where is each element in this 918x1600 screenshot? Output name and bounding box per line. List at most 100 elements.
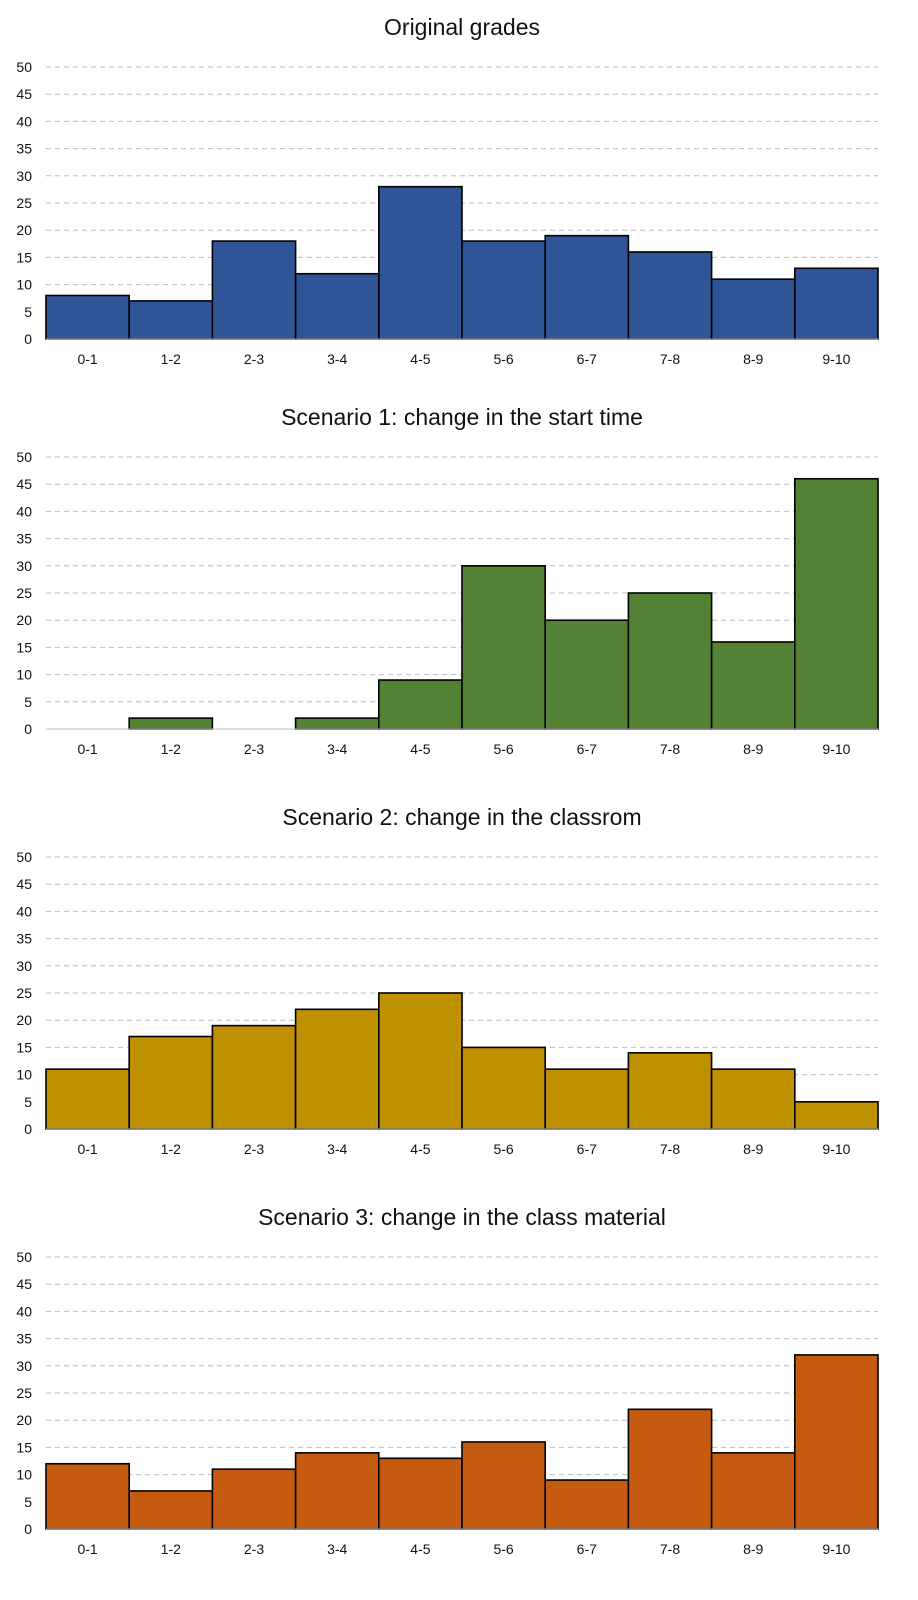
chart-panel-4: Scenario 3: change in the class material…: [0, 1190, 918, 1590]
y-tick-label: 45: [16, 1276, 32, 1292]
bar-7-8: [627, 592, 713, 730]
y-tick-label: 50: [16, 449, 32, 465]
bar-9-10: [793, 267, 879, 340]
y-tick-label: 35: [16, 1331, 32, 1347]
y-tick-label: 15: [16, 639, 32, 655]
bar-1-2: [128, 1490, 214, 1530]
x-tick-label: 6-7: [577, 1541, 597, 1557]
y-tick-label: 45: [16, 876, 32, 892]
x-tick-label: 1-2: [161, 351, 181, 367]
x-tick-label: 8-9: [743, 1541, 763, 1557]
bar-8-9: [710, 1068, 796, 1130]
y-tick-label: 10: [16, 1467, 32, 1483]
bar-5-6: [461, 1046, 546, 1130]
bar-3-4: [294, 717, 380, 730]
x-tick-label: 0-1: [77, 351, 97, 367]
y-tick-label: 50: [16, 59, 32, 75]
bar-1-2: [128, 300, 214, 340]
x-tick-label: 3-4: [327, 1541, 347, 1557]
x-tick-label: 5-6: [493, 1541, 513, 1557]
y-tick-label: 25: [16, 1385, 32, 1401]
y-tick-label: 35: [16, 141, 32, 157]
x-tick-label: 2-3: [244, 351, 264, 367]
y-tick-label: 25: [16, 985, 32, 1001]
x-tick-label: 9-10: [822, 1141, 850, 1157]
x-tick-label: 0-1: [77, 1141, 97, 1157]
bar-8-9: [710, 1452, 796, 1530]
x-tick-label: 2-3: [244, 1541, 264, 1557]
y-tick-label: 40: [16, 903, 32, 919]
bar-5-6: [461, 240, 546, 340]
x-tick-label: 1-2: [161, 1141, 181, 1157]
chart-svg: Scenario 2: change in the classrom 0 5 10 15…: [16, 804, 879, 1157]
x-tick-label: 8-9: [743, 1141, 763, 1157]
bar-6-7: [544, 1068, 630, 1130]
bar-9-10: [793, 1100, 879, 1130]
x-tick-label: 4-5: [410, 1141, 430, 1157]
y-tick-label: 35: [16, 931, 32, 947]
y-tick-label: 30: [16, 168, 32, 184]
bar-6-7: [544, 234, 630, 340]
chart-panel-2: Scenario 1: change in the start time 0 5 10…: [0, 390, 918, 790]
y-tick-label: 20: [16, 1412, 32, 1428]
bar-2-3: [211, 240, 297, 340]
bar-4-5: [377, 992, 463, 1130]
x-tick-label: 2-3: [244, 1141, 264, 1157]
y-tick-label: 35: [16, 531, 32, 547]
y-tick-label: 5: [24, 1094, 32, 1110]
bar-3-4: [294, 272, 380, 340]
bar-5-6: [461, 1441, 546, 1530]
y-tick-label: 0: [24, 1121, 32, 1137]
y-tick-label: 20: [16, 222, 32, 238]
x-tick-label: 7-8: [660, 351, 680, 367]
bar-4-5: [377, 1457, 463, 1530]
bar-7-8: [627, 1052, 713, 1130]
bar-1-2: [128, 717, 214, 730]
x-tick-label: 9-10: [822, 1541, 850, 1557]
chart-svg: Scenario 3: change in the class material…: [16, 1204, 879, 1557]
y-tick-label: 30: [16, 1358, 32, 1374]
bar-0-1: [45, 294, 130, 340]
bar-5-6: [461, 565, 546, 730]
y-tick-label: 0: [24, 331, 32, 347]
y-tick-label: 25: [16, 585, 32, 601]
chart-title: Original grades: [384, 14, 540, 40]
bar-7-8: [627, 1408, 713, 1530]
chart-svg: Scenario 1: change in the start time 0 5 10…: [16, 404, 879, 757]
bar-3-4: [294, 1452, 380, 1530]
y-tick-label: 15: [16, 1439, 32, 1455]
x-tick-label: 6-7: [577, 351, 597, 367]
x-tick-label: 1-2: [161, 741, 181, 757]
x-tick-label: 7-8: [660, 741, 680, 757]
chart-title: Scenario 1: change in the start time: [281, 404, 643, 430]
x-tick-label: 4-5: [410, 351, 430, 367]
y-tick-label: 10: [16, 1067, 32, 1083]
x-tick-label: 2-3: [244, 741, 264, 757]
chart-title: Scenario 3: change in the class material: [258, 1204, 666, 1230]
y-tick-label: 40: [16, 113, 32, 129]
y-tick-label: 5: [24, 1494, 32, 1510]
bar-2-3: [211, 1468, 297, 1530]
y-tick-label: 20: [16, 1012, 32, 1028]
bar-9-10: [793, 477, 879, 730]
bar-3-4: [294, 1008, 380, 1130]
bar-4-5: [377, 679, 463, 730]
x-tick-label: 6-7: [577, 1141, 597, 1157]
y-tick-label: 50: [16, 1249, 32, 1265]
y-tick-label: 20: [16, 612, 32, 628]
chart-panel-1: Original grades 0 5 10 15 20 25 30 35 40 45 50 0-1 1-…: [0, 0, 918, 400]
chart-panel-3: Scenario 2: change in the classrom 0 5 10 15…: [0, 790, 918, 1190]
chart-svg: Original grades 0 5 10 15 20 25 30 35 40 45 50 0-1 1-…: [16, 14, 879, 367]
x-tick-label: 0-1: [77, 741, 97, 757]
y-tick-label: 45: [16, 86, 32, 102]
x-tick-label: 3-4: [327, 741, 347, 757]
x-tick-label: 1-2: [161, 1541, 181, 1557]
y-tick-label: 10: [16, 667, 32, 683]
y-tick-label: 5: [24, 304, 32, 320]
y-tick-label: 40: [16, 503, 32, 519]
y-tick-label: 0: [24, 721, 32, 737]
y-tick-label: 5: [24, 694, 32, 710]
bar-9-10: [793, 1354, 879, 1530]
y-tick-label: 25: [16, 195, 32, 211]
